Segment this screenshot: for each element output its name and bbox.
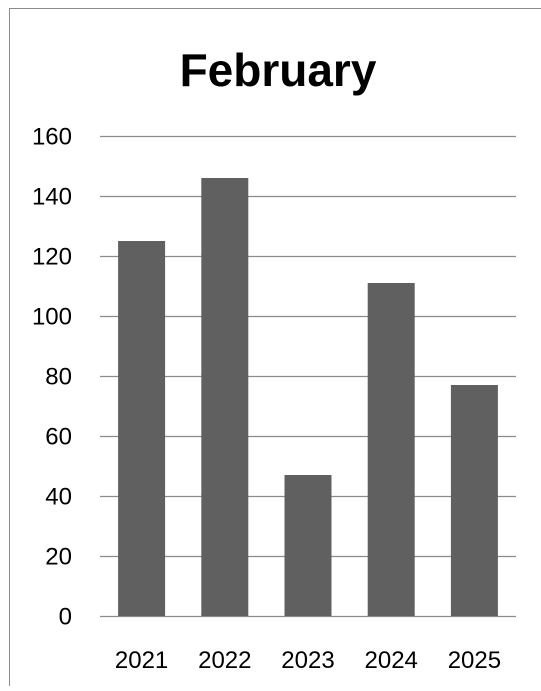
y-tick-label: 100	[32, 304, 72, 331]
bar-2023	[285, 475, 332, 616]
x-tick-label: 2021	[115, 647, 168, 674]
y-tick-label: 0	[59, 604, 72, 631]
x-tick-label: 2022	[198, 647, 251, 674]
chart-title: February	[180, 44, 377, 96]
y-tick-label: 60	[45, 424, 72, 451]
x-tick-label: 2023	[281, 647, 334, 674]
bar-2022	[201, 178, 248, 616]
y-tick-label: 20	[45, 544, 72, 571]
x-tick-label: 2024	[365, 647, 418, 674]
y-tick-label: 160	[32, 124, 72, 151]
y-tick-label: 140	[32, 184, 72, 211]
bar-2021	[118, 241, 165, 616]
bar-2024	[368, 283, 415, 616]
y-tick-label: 80	[45, 364, 72, 391]
y-tick-label: 120	[32, 244, 72, 271]
x-tick-label: 2025	[448, 647, 501, 674]
bar-2025	[451, 385, 498, 616]
y-tick-label: 40	[45, 484, 72, 511]
